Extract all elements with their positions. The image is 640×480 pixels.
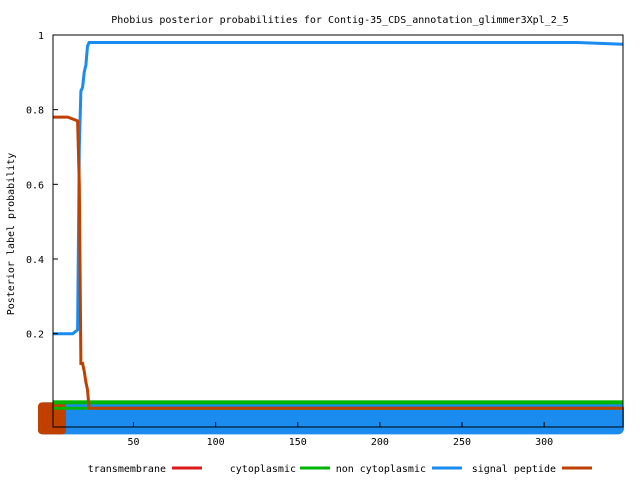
y-tick-label: 0.8: [26, 106, 44, 117]
signal-peptide-band: [38, 402, 66, 435]
x-tick-label: 200: [371, 437, 389, 448]
legend: transmembrane cytoplasmic non cytoplasmic s…: [88, 464, 592, 475]
y-tick-label: 0.4: [26, 255, 44, 266]
x-tick-label: 50: [127, 437, 139, 448]
non-cytoplasmic-band: [38, 402, 624, 435]
legend-label-cytoplasmic: cytoplasmic: [230, 464, 296, 475]
x-tick-label: 300: [535, 437, 553, 448]
y-tick-label: 0.6: [26, 180, 44, 191]
series-line-signal-peptide: [53, 115, 623, 410]
y-tick-label: 1: [38, 31, 44, 42]
series-layer: [53, 41, 624, 410]
series-line-non-cytoplasmic: [53, 41, 624, 336]
legend-label-non-cytoplasmic: non cytoplasmic: [336, 464, 426, 475]
chart-title: Phobius posterior probabilities for Cont…: [111, 15, 569, 26]
x-tick-label: 250: [453, 437, 471, 448]
plot-frame: [52, 34, 624, 428]
y-tick-label: 0.2: [26, 330, 44, 341]
legend-label-transmembrane: transmembrane: [88, 464, 166, 475]
legend-label-signal-peptide: signal peptide: [472, 464, 556, 475]
x-axis: 50 100 150 200 250 300: [127, 422, 553, 448]
x-tick-label: 100: [207, 437, 225, 448]
y-axis-label: Posterior label probability: [6, 153, 17, 316]
bottom-bands: [38, 400, 624, 435]
x-tick-label: 150: [289, 437, 307, 448]
y-axis: 0.2 0.4 0.6 0.8 1: [26, 31, 58, 341]
cytoplasmic-band: [53, 400, 623, 405]
